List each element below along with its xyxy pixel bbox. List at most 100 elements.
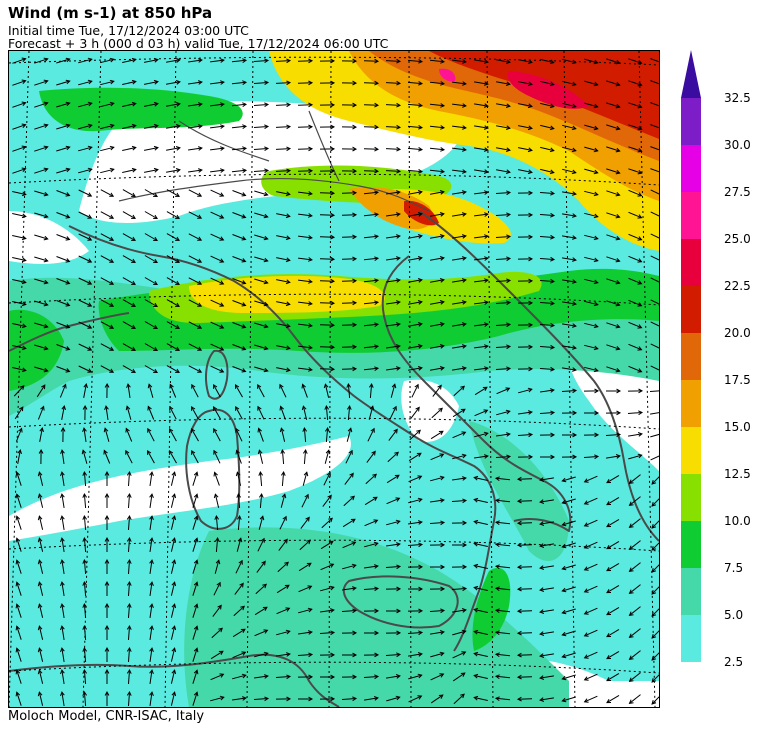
wind-arrow-shaft bbox=[122, 59, 136, 63]
colorbar-label: 22.5 bbox=[724, 279, 751, 293]
wind-arrow-head bbox=[396, 278, 401, 283]
wind-arrow-head bbox=[616, 388, 622, 394]
wind-arrow-shaft bbox=[430, 345, 444, 349]
wind-arrow-head bbox=[324, 426, 330, 432]
wind-arrow-shaft bbox=[562, 345, 576, 349]
wind-arrow-head bbox=[484, 212, 489, 217]
wind-arrow-head bbox=[169, 405, 174, 411]
wind-arrow-shaft bbox=[584, 278, 598, 284]
wind-arrow-head bbox=[37, 691, 43, 697]
colorbar-band bbox=[681, 474, 701, 521]
wind-arrow-shaft bbox=[606, 650, 620, 660]
wind-arrow-head bbox=[352, 80, 358, 86]
wind-arrow-head bbox=[241, 280, 247, 285]
wind-arrow-head bbox=[43, 301, 49, 307]
wind-arrow-shaft bbox=[128, 471, 130, 487]
wind-arrow-shaft bbox=[539, 302, 555, 304]
wind-arrow-shaft bbox=[210, 696, 224, 702]
wind-arrow-shaft bbox=[452, 103, 466, 107]
wind-arrow-shaft bbox=[83, 471, 87, 487]
wind-arrow-head bbox=[571, 147, 577, 153]
wind-arrow-head bbox=[65, 280, 71, 285]
wind-arrow-shaft bbox=[430, 476, 444, 482]
wind-arrow-shaft bbox=[100, 299, 114, 307]
wind-arrow-head bbox=[494, 674, 500, 680]
wind-arrow-shaft bbox=[144, 169, 158, 173]
wind-arrow-head bbox=[528, 256, 534, 262]
wind-arrow-head bbox=[483, 147, 489, 152]
wind-arrow-shaft bbox=[122, 343, 136, 351]
wind-arrow-head bbox=[615, 323, 621, 329]
wind-arrow-head bbox=[528, 344, 534, 350]
wind-arrow-head bbox=[60, 493, 65, 499]
wind-arrow-shaft bbox=[103, 450, 111, 464]
wind-arrow-shaft bbox=[474, 169, 488, 173]
wind-arrow-shaft bbox=[562, 564, 576, 570]
wind-arrow-head bbox=[561, 697, 567, 703]
wind-arrow-head bbox=[285, 279, 291, 285]
wind-arrow-head bbox=[175, 192, 180, 197]
wind-arrow-head bbox=[305, 516, 310, 522]
wind-arrow-shaft bbox=[104, 428, 110, 442]
wind-arrow-shaft bbox=[407, 169, 423, 173]
wind-arrow-head bbox=[606, 500, 612, 506]
wind-arrow-shaft bbox=[342, 587, 356, 591]
wind-arrow-shaft bbox=[650, 455, 659, 461]
wind-arrow-shaft bbox=[12, 213, 26, 217]
wind-arrow-head bbox=[352, 322, 358, 328]
wind-arrow-head bbox=[61, 405, 66, 411]
wind-arrow-head bbox=[21, 191, 27, 197]
wind-arrow-head bbox=[104, 558, 110, 564]
wind-arrow-head bbox=[352, 696, 358, 702]
wind-arrow-shaft bbox=[232, 322, 246, 328]
wind-arrow-shaft bbox=[210, 189, 224, 197]
wind-arrow-head bbox=[263, 191, 269, 197]
wind-arrow-head bbox=[461, 366, 467, 371]
wind-arrow-shaft bbox=[629, 518, 641, 528]
wind-arrow-shaft bbox=[233, 605, 245, 617]
wind-arrow-head bbox=[594, 388, 600, 394]
wind-arrow-head bbox=[149, 559, 154, 564]
wind-arrow-head bbox=[418, 146, 424, 152]
wind-arrow-shaft bbox=[236, 450, 242, 464]
colorbar-label: 7.5 bbox=[724, 561, 744, 575]
wind-arrow-head bbox=[473, 585, 479, 591]
wind-arrow-shaft bbox=[474, 521, 488, 525]
wind-arrow-head bbox=[263, 345, 269, 351]
wind-arrow-shaft bbox=[540, 389, 554, 393]
wind-arrow-head bbox=[516, 696, 522, 702]
wind-arrow-head bbox=[330, 278, 336, 284]
wind-arrow-head bbox=[109, 258, 115, 263]
graticule-lon-8 bbox=[563, 51, 576, 707]
wind-arrow-head bbox=[308, 301, 313, 306]
wind-arrow-shaft bbox=[166, 277, 180, 285]
wind-arrow-shaft bbox=[61, 670, 65, 684]
wind-arrow-shaft bbox=[496, 103, 510, 107]
wind-arrow-head bbox=[171, 691, 177, 697]
wind-arrow-shaft bbox=[12, 124, 26, 130]
wind-arrow-shaft bbox=[606, 518, 620, 528]
wind-arrow-shaft bbox=[232, 366, 246, 372]
wind-arrow-head bbox=[330, 696, 336, 702]
wind-arrow-head bbox=[571, 81, 577, 87]
wind-arrow-head bbox=[19, 406, 24, 412]
wind-arrow-head bbox=[235, 471, 241, 477]
wind-arrow-shaft bbox=[650, 365, 659, 371]
wind-arrow-shaft bbox=[628, 365, 642, 373]
wind-arrow-shaft bbox=[100, 168, 114, 174]
wind-arrow-head bbox=[527, 387, 533, 393]
wind-arrow-head bbox=[494, 520, 500, 526]
wind-arrow-head bbox=[213, 449, 218, 455]
wind-arrow-shaft bbox=[166, 233, 180, 241]
wind-arrow-shaft bbox=[322, 495, 332, 507]
wind-arrow-shaft bbox=[276, 653, 290, 657]
wind-arrow-head bbox=[615, 59, 621, 65]
wind-arrow-shaft bbox=[650, 255, 659, 261]
wind-arrow-head bbox=[628, 589, 634, 595]
wind-arrow-shaft bbox=[170, 516, 176, 530]
wind-arrow-head bbox=[198, 58, 203, 63]
wind-arrow-shaft bbox=[650, 102, 659, 107]
wind-arrow-shaft bbox=[254, 629, 268, 637]
wind-arrow-shaft bbox=[540, 609, 554, 613]
wind-arrow-shaft bbox=[210, 147, 224, 151]
